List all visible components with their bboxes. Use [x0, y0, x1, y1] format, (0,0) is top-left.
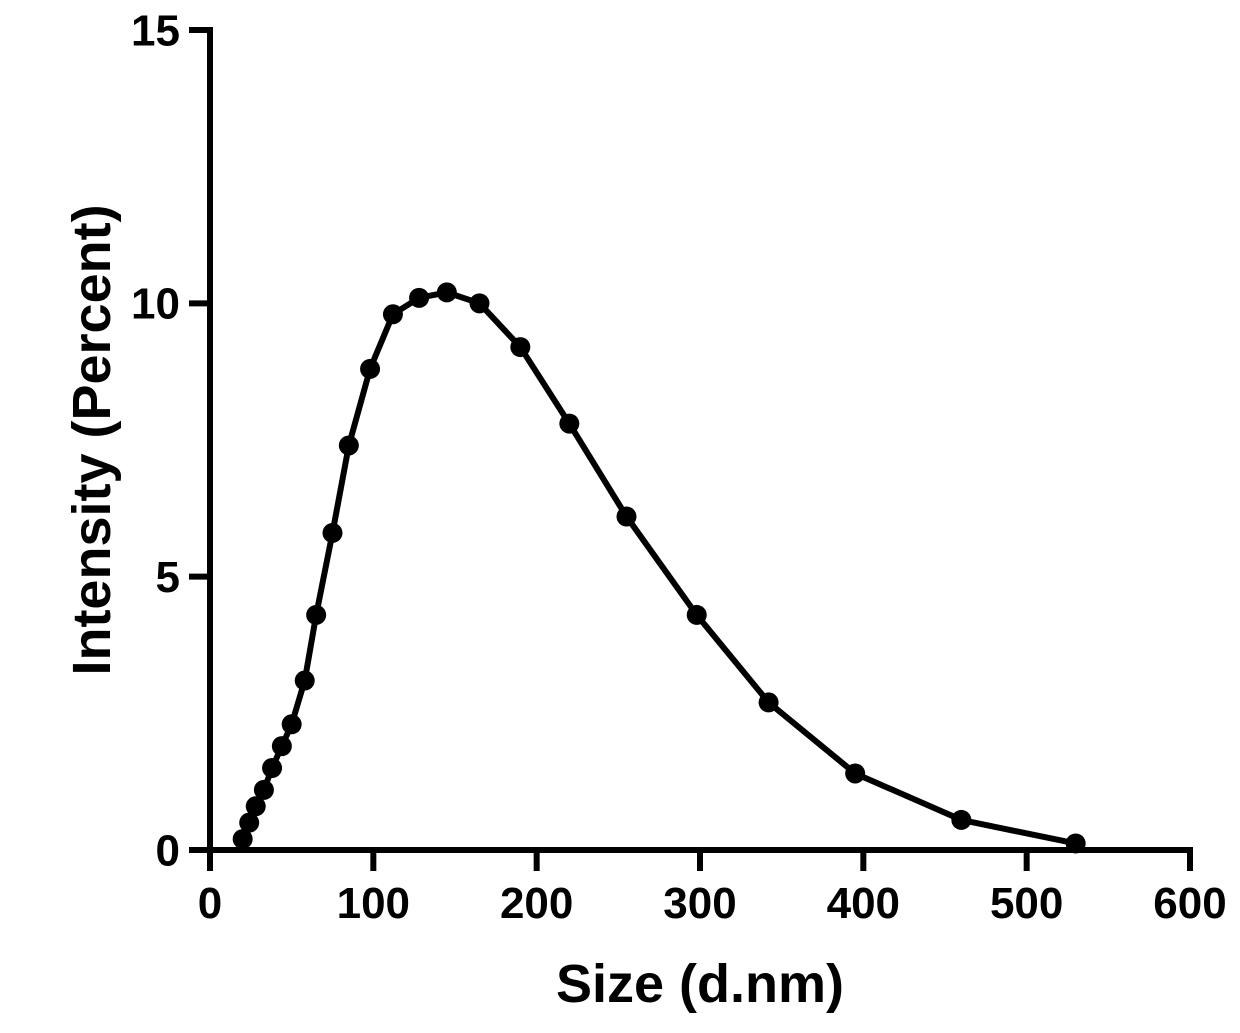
data-point: [759, 692, 779, 712]
y-tick-label: 15: [131, 6, 180, 55]
data-point: [360, 359, 380, 379]
data-point: [295, 671, 315, 691]
data-point: [254, 780, 274, 800]
y-tick-label: 10: [131, 280, 180, 329]
data-point: [272, 736, 292, 756]
data-point: [845, 763, 865, 783]
y-tick-label: 5: [156, 553, 180, 602]
data-point: [559, 414, 579, 434]
chart-svg: 0 100 200 300 400 500 600 0 5 10 15 Size (d.nm) Inte…: [0, 0, 1240, 1033]
x-tick-label: 200: [500, 879, 573, 928]
x-tick-label: 300: [663, 879, 736, 928]
x-axis-label: Size (d.nm): [556, 954, 844, 1014]
data-point: [687, 605, 707, 625]
x-tick-label: 500: [990, 879, 1063, 928]
data-point: [437, 282, 457, 302]
data-point: [282, 714, 302, 734]
y-tick-label: 0: [156, 826, 180, 875]
x-tick-label: 600: [1153, 879, 1226, 928]
data-point: [951, 810, 971, 830]
data-point: [510, 337, 530, 357]
data-point: [323, 523, 343, 543]
data-point: [470, 293, 490, 313]
data-point: [306, 605, 326, 625]
data-point: [339, 435, 359, 455]
x-tick-label: 400: [827, 879, 900, 928]
data-point: [617, 507, 637, 527]
data-point: [262, 758, 282, 778]
data-point: [383, 304, 403, 324]
x-tick-label: 0: [198, 879, 222, 928]
data-point: [409, 288, 429, 308]
data-point: [1066, 833, 1086, 853]
size-distribution-chart: 0 100 200 300 400 500 600 0 5 10 15 Size (d.nm) Inte…: [0, 0, 1240, 1033]
y-axis-label: Intensity (Percent): [62, 204, 122, 675]
x-tick-label: 100: [337, 879, 410, 928]
